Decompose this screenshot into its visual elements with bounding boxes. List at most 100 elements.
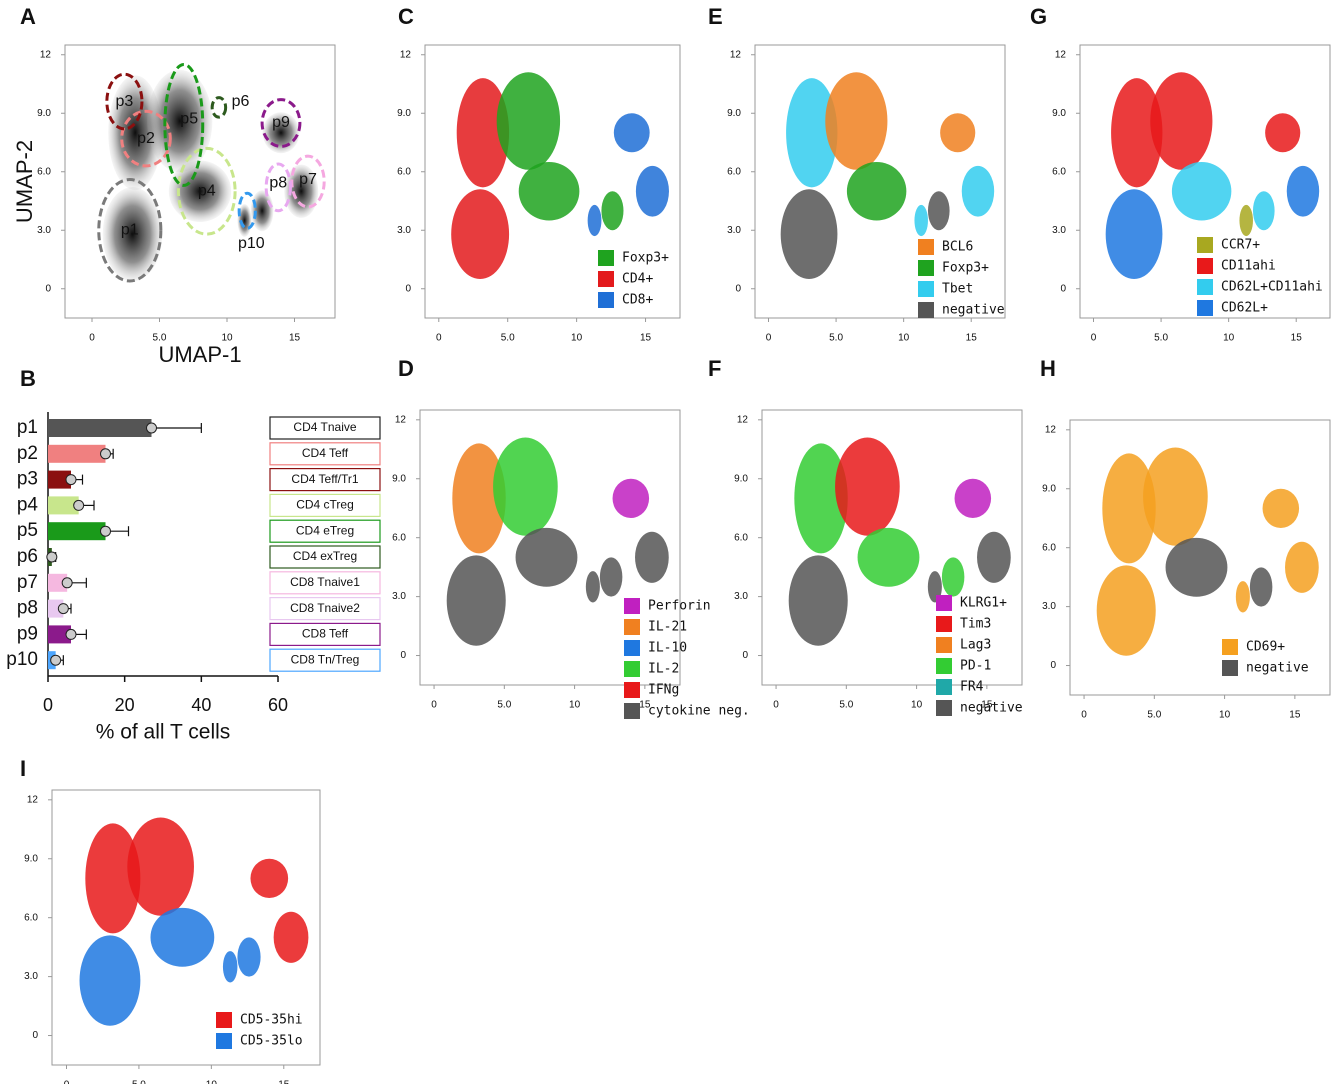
y-tick-label: 9.0: [24, 853, 38, 864]
bar: [48, 444, 106, 463]
subset-label: CD8 Tn/Treg: [291, 652, 360, 666]
legend-swatch: [936, 616, 952, 632]
y-tick-label: 9.0: [397, 108, 411, 119]
legend-swatch: [1197, 237, 1213, 253]
cell-cloud: [846, 162, 907, 221]
cell-cloud: [613, 113, 650, 153]
legend-swatch: [936, 637, 952, 653]
x-tick-label: 10: [1223, 333, 1235, 344]
x-tick-label: 0: [1081, 710, 1087, 721]
x-tick-label: 0: [89, 333, 95, 344]
cell-cloud: [496, 72, 561, 170]
panel-letter: A: [20, 4, 36, 29]
cell-cloud: [518, 162, 580, 221]
mean-dot: [73, 499, 85, 511]
subset-label: CD4 Teff: [302, 446, 349, 460]
y-tick-label: 12: [737, 414, 749, 425]
cell-cloud: [446, 555, 506, 646]
cell-cloud: [977, 531, 1011, 583]
x-tick-label: 0: [64, 1080, 70, 1084]
density-cloud: [168, 160, 232, 222]
legend-swatch: [1222, 660, 1238, 676]
subset-label: CD4 eTreg: [296, 523, 354, 537]
x-tick-label: 5.0: [497, 700, 511, 711]
y-tick-label: 9.0: [392, 473, 406, 484]
gate: [210, 96, 228, 119]
subset-box: [269, 648, 381, 672]
x-tick-label: 0: [43, 695, 53, 715]
plot-frame: [64, 44, 336, 319]
cell-cloud: [601, 191, 624, 231]
gate-label: p7: [299, 171, 317, 188]
cell-cloud: [835, 437, 900, 536]
x-tick-label: 5.0: [1154, 333, 1168, 344]
category-label: p5: [17, 520, 38, 541]
y-tick-label: 6.0: [1042, 542, 1056, 553]
category-label: p9: [17, 623, 38, 644]
mean-dot: [65, 628, 77, 640]
gate: [163, 63, 205, 187]
y-tick-label: 9.0: [734, 473, 748, 484]
legend-label: CD5-35lo: [240, 1034, 303, 1049]
legend-swatch: [918, 260, 934, 276]
y-tick-label: 6.0: [397, 166, 411, 177]
y-tick-label: 3.0: [734, 591, 748, 602]
x-tick-label: 15: [278, 1080, 290, 1084]
legend-label: CD62L+CD11ahi: [1221, 280, 1323, 295]
subset-label: CD8 Teff: [302, 627, 349, 641]
x-tick-label: 15: [981, 700, 993, 711]
mean-dot: [100, 525, 111, 537]
cell-cloud: [1143, 447, 1208, 546]
y-tick-label: 3.0: [24, 971, 38, 982]
cell-cloud: [940, 113, 976, 153]
x-tick-label: 0: [766, 333, 772, 344]
legend-label: CD62L+: [1221, 301, 1268, 316]
gate-label: p1: [121, 221, 139, 238]
density-cloud: [284, 164, 319, 218]
cell-cloud: [150, 907, 215, 967]
x-axis-label: % of all T cells: [96, 721, 231, 744]
legend-label: Perforin: [648, 599, 711, 614]
panel-letter: G: [1030, 4, 1047, 29]
cell-cloud: [1239, 204, 1253, 237]
subset-box: [269, 545, 381, 569]
plot-frame: [1069, 419, 1331, 696]
cell-cloud: [250, 858, 289, 899]
cell-cloud: [222, 951, 238, 983]
legend-label: Tbet: [942, 282, 973, 297]
legend-label: Lag3: [960, 638, 991, 653]
legend-label: IL-2: [648, 662, 679, 677]
cell-cloud: [1285, 541, 1319, 593]
bar: [48, 625, 71, 644]
y-tick-label: 6.0: [734, 532, 748, 543]
gate: [237, 191, 257, 230]
category-label: p3: [17, 469, 38, 490]
mean-dot: [65, 474, 77, 486]
cell-cloud: [1235, 581, 1250, 613]
cell-cloud: [857, 527, 920, 587]
y-tick-label: 3.0: [1042, 601, 1056, 612]
legend-label: IL-21: [648, 620, 687, 635]
legend-swatch: [936, 700, 952, 716]
y-tick-label: 12: [27, 794, 39, 805]
legend-label: KLRG1+: [960, 596, 1007, 611]
x-tick-label: 40: [191, 695, 211, 715]
x-tick-label: 10: [571, 333, 583, 344]
plot-frame: [424, 44, 681, 319]
x-tick-label: 60: [268, 695, 288, 715]
plot-frame: [1079, 44, 1331, 319]
subset-box: [269, 622, 381, 647]
cell-cloud: [451, 189, 510, 279]
legend-label: negative: [960, 701, 1023, 716]
panel-letter: D: [398, 356, 414, 381]
cell-cloud: [786, 78, 838, 188]
plot-frame: [51, 789, 321, 1066]
bar: [48, 522, 106, 541]
mean-dot: [57, 603, 69, 615]
cell-cloud: [927, 571, 942, 603]
legend-swatch: [598, 292, 614, 308]
legend-label: negative: [942, 303, 1005, 318]
y-tick-label: 6.0: [37, 166, 51, 177]
subset-box: [269, 493, 381, 517]
